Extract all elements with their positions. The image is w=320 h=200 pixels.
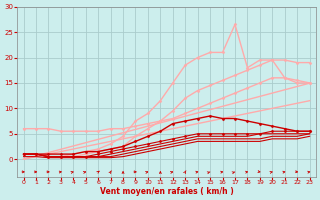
X-axis label: Vent moyen/en rafales ( km/h ): Vent moyen/en rafales ( km/h ): [100, 187, 234, 196]
